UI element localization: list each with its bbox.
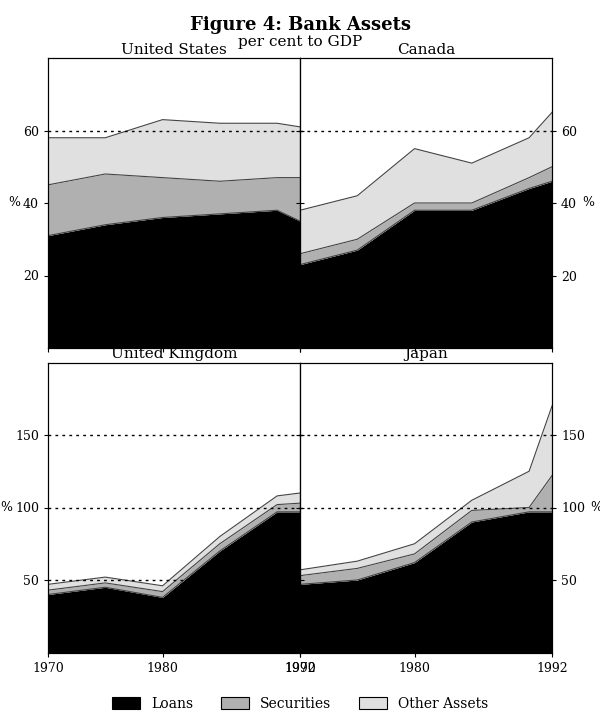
Text: per cent to GDP: per cent to GDP — [238, 35, 362, 49]
Title: United Kingdom: United Kingdom — [111, 347, 237, 361]
Title: United States: United States — [121, 43, 227, 57]
Y-axis label: %: % — [582, 196, 594, 210]
Title: Canada: Canada — [397, 43, 455, 57]
Y-axis label: %: % — [8, 196, 20, 210]
Title: Japan: Japan — [404, 347, 448, 361]
Y-axis label: %: % — [590, 501, 600, 514]
Legend: Loans, Securities, Other Assets: Loans, Securities, Other Assets — [112, 697, 488, 710]
Text: Figure 4: Bank Assets: Figure 4: Bank Assets — [190, 16, 410, 34]
Y-axis label: %: % — [1, 501, 13, 514]
